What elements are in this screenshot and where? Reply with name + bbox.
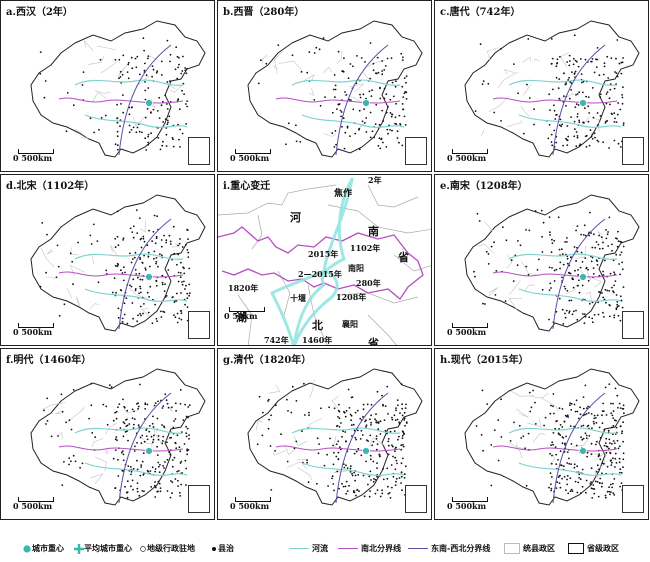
province-char-sheng2: 省	[368, 337, 379, 346]
map-panel-g: g.清代（1820年） 0 500km	[217, 348, 432, 520]
legend-ns-line: 南北分界线	[338, 543, 401, 554]
scale-bar: 0 500km	[13, 497, 54, 511]
panel-title: i.重心变迁	[223, 181, 271, 192]
year-label-2-2015: 2—2015年	[298, 269, 342, 279]
map-panel-a: a.西汉（2年） 0 500km	[0, 0, 215, 172]
year-label-1102: 1102年	[350, 243, 381, 253]
china-map	[464, 20, 640, 158]
place-shiyan: 十堰	[290, 293, 306, 303]
china-map	[30, 368, 206, 506]
legend-province-unit: 省级政区	[568, 543, 619, 554]
county-seat-icon	[212, 546, 216, 551]
south-sea-inset	[622, 311, 644, 339]
scale-bar: 0 500km	[230, 149, 271, 163]
year-label-742: 742年	[264, 335, 289, 345]
map-panel-e: e.南宋（1208年） 0 500km	[434, 174, 649, 346]
place-nanyang: 南阳	[348, 263, 364, 273]
scale-bar: 0 500km	[447, 497, 488, 511]
panel-title: h.现代（2015年）	[438, 351, 531, 366]
south-sea-inset	[622, 137, 644, 165]
province-char-he: 河	[290, 211, 301, 224]
south-sea-inset	[188, 311, 210, 339]
china-map	[247, 20, 423, 158]
avg-center-icon	[74, 543, 84, 554]
map-panel-f: f.明代（1460年） 0 500km	[0, 348, 215, 520]
panel-title: g.清代（1820年）	[221, 351, 314, 366]
province-char-bei: 北	[312, 319, 323, 332]
year-label-1208: 1208年	[336, 292, 367, 302]
year-label-1460: 1460年	[302, 335, 333, 345]
scale-bar: 0 50km	[224, 307, 265, 321]
panel-title: a.西汉（2年）	[4, 3, 75, 18]
province-char-hu: 湖	[236, 311, 247, 324]
scale-bar: 0 500km	[447, 323, 488, 337]
south-sea-inset	[405, 485, 427, 513]
center-shift-map	[218, 177, 431, 345]
panel-title: d.北宋（1102年）	[4, 177, 97, 192]
scale-bar: 0 500km	[13, 323, 54, 337]
china-map	[247, 368, 423, 506]
scale-bar: 0 500km	[230, 497, 271, 511]
center-shift-panel: i.重心变迁 焦作 南阳 十堰 襄阳 河 南 省 湖 北 省 2年 1102年 …	[217, 174, 432, 346]
south-sea-inset	[188, 485, 210, 513]
year-label-280: 280年	[356, 278, 381, 288]
prefecture-seat-icon	[140, 545, 146, 552]
panel-title: e.南宋（1208年）	[438, 177, 530, 192]
place-jiaozuo: 焦作	[334, 189, 353, 199]
south-sea-inset	[405, 137, 427, 165]
city-center-icon	[22, 544, 32, 553]
legend-county-seat: 县治	[210, 543, 234, 554]
china-map	[464, 368, 640, 506]
province-char-sheng1: 省	[398, 251, 409, 264]
legend-se-nw-line: 东南-西北分界线	[408, 543, 490, 554]
year-label-2015: 2015年	[308, 249, 339, 259]
china-map	[30, 20, 206, 158]
south-sea-inset	[188, 137, 210, 165]
panel-title: b.西晋（280年）	[221, 3, 307, 18]
south-sea-inset	[622, 485, 644, 513]
panel-title: f.明代（1460年）	[4, 351, 94, 366]
panel-title: c.唐代（742年）	[438, 3, 523, 18]
map-panel-h: h.现代（2015年） 0 500km	[434, 348, 649, 520]
map-panel-d: d.北宋（1102年） 0 500km	[0, 174, 215, 346]
year-label-2: 2年	[368, 175, 382, 185]
legend-river: 河流	[289, 543, 328, 554]
scale-bar: 0 500km	[447, 149, 488, 163]
legend: 城市重心 平均城市重心 地级行政驻地 县治 河流 南北分界线 东南-西北分界线 …	[0, 532, 650, 562]
china-map	[30, 194, 206, 332]
map-panel-b: b.西晋（280年） 0 500km	[217, 0, 432, 172]
place-xiangyang: 襄阳	[342, 319, 358, 329]
legend-avg-center: 平均城市重心	[74, 543, 132, 554]
legend-prefecture-seat: 地级行政驻地	[139, 543, 195, 554]
legend-county-unit: 统县政区	[504, 543, 555, 554]
year-label-1820: 1820年	[228, 283, 259, 293]
china-map	[464, 194, 640, 332]
scale-bar: 0 500km	[13, 149, 54, 163]
map-panel-c: c.唐代（742年） 0 500km	[434, 0, 649, 172]
province-char-nan: 南	[368, 225, 379, 238]
legend-city-center: 城市重心	[22, 543, 64, 554]
